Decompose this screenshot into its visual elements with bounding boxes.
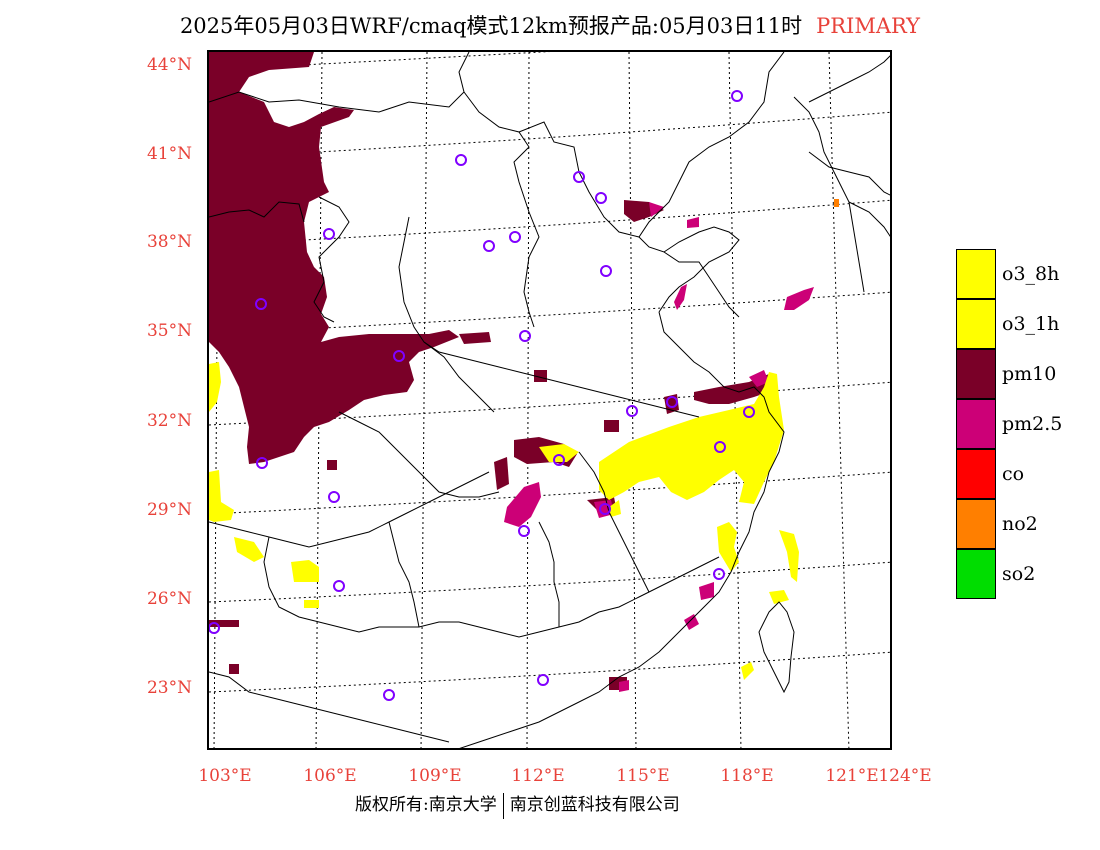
lat-label-35: 35°N: [146, 321, 192, 341]
legend-label-pm10: pm10: [1002, 363, 1057, 385]
legend-swatch-pm10: [956, 349, 996, 399]
lon-label-106: 106°E: [303, 766, 357, 786]
lat-label-23: 23°N: [146, 678, 192, 698]
legend-label-co: co: [1002, 463, 1025, 485]
title-text: 2025年05月03日WRF/cmaq模式12km预报产品:05月03日11时: [179, 14, 803, 38]
lon-label-109: 109°E: [408, 766, 462, 786]
legend-swatch-o3-1h: [956, 299, 996, 349]
map-title: 2025年05月03日WRF/cmaq模式12km预报产品:05月03日11时 P…: [0, 10, 1100, 40]
legend-item-no2: no2: [956, 499, 1038, 549]
legend: o3_8h o3_1h pm10 pm2.5 co no2 so2: [956, 249, 1062, 599]
legend-swatch-no2: [956, 499, 996, 549]
lat-label-32: 32°N: [146, 411, 192, 431]
lat-label-41: 41°N: [146, 144, 192, 164]
lat-label-29: 29°N: [146, 500, 192, 520]
legend-item-co: co: [956, 449, 1024, 499]
legend-item-pm10: pm10: [956, 349, 1056, 399]
footer-company: 南京创蓝科技有限公司: [509, 795, 680, 815]
legend-item-pm25: pm2.5: [956, 399, 1062, 449]
lon-label-112: 112°E: [511, 766, 565, 786]
lon-label-118: 118°E: [720, 766, 774, 786]
legend-swatch-co: [956, 449, 996, 499]
no2-spot: [834, 199, 839, 207]
legend-label-pm25: pm2.5: [1002, 413, 1063, 435]
pm10-regions: [209, 52, 774, 690]
station-markers: [209, 90, 755, 701]
lon-label-115: 115°E: [616, 766, 670, 786]
legend-label-o3-1h: o3_1h: [1002, 313, 1060, 335]
legend-label-so2: so2: [1002, 563, 1036, 585]
map-area[interactable]: [207, 50, 892, 750]
legend-swatch-pm25: [956, 399, 996, 449]
footer-separator: [502, 792, 504, 819]
legend-label-no2: no2: [1002, 513, 1038, 535]
legend-label-o3-8h: o3_8h: [1002, 263, 1060, 285]
primary-label: PRIMARY: [816, 14, 921, 38]
map-canvas: [209, 52, 890, 748]
legend-item-o3-8h: o3_8h: [956, 249, 1059, 299]
lon-label-121: 121°E: [825, 766, 879, 786]
footer-owner: 版权所有:南京大学: [355, 795, 497, 815]
o3-regions: [209, 362, 799, 680]
legend-item-o3-1h: o3_1h: [956, 299, 1059, 349]
lat-label-38: 38°N: [146, 232, 192, 252]
legend-item-so2: so2: [956, 549, 1035, 599]
boundaries: [209, 52, 890, 748]
lat-label-26: 26°N: [146, 589, 192, 609]
pm25-regions: [504, 202, 814, 692]
legend-swatch-so2: [956, 549, 996, 599]
legend-swatch-o3-8h: [956, 249, 996, 299]
copyright-footer: 版权所有:南京大学 南京创蓝科技有限公司: [355, 790, 680, 819]
lon-label-124: 124°E: [878, 766, 932, 786]
lat-label-44: 44°N: [146, 55, 192, 75]
lon-label-103: 103°E: [198, 766, 252, 786]
